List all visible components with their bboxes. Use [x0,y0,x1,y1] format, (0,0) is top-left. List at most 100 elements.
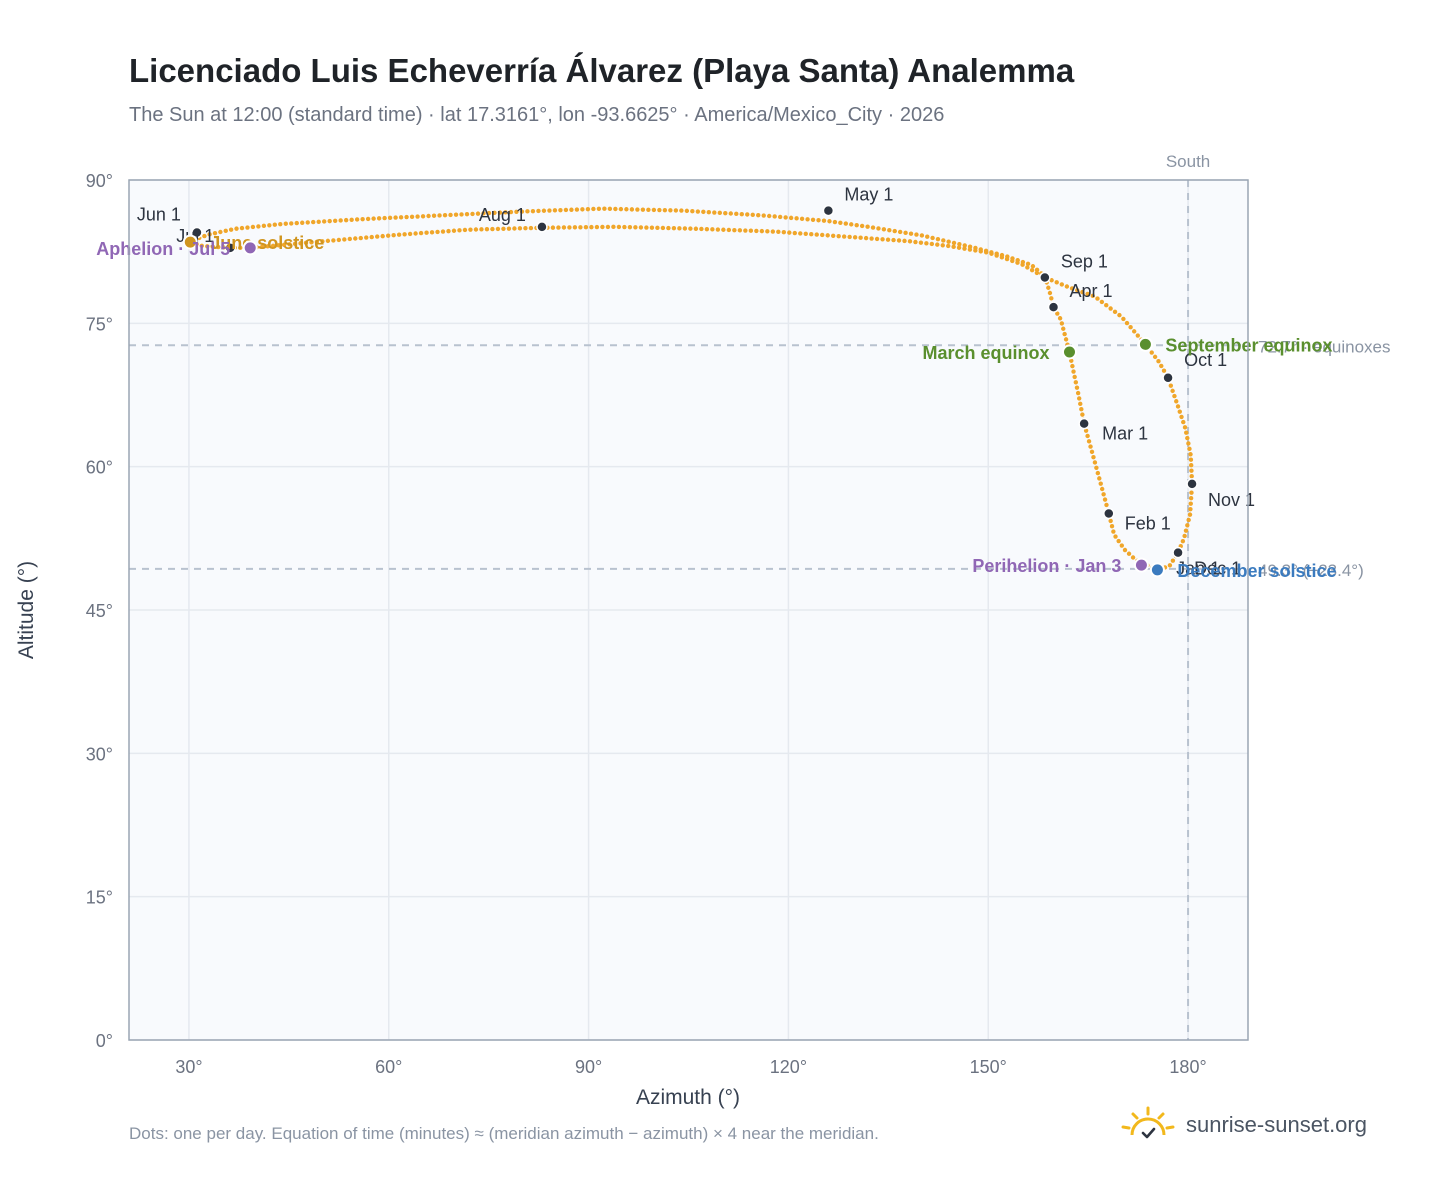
analemma-dot [316,219,321,224]
analemma-dot [1189,490,1194,495]
analemma-dot [770,229,776,234]
analemma-dot [838,220,843,226]
analemma-dot [1069,286,1075,291]
analemma-dot [426,213,431,219]
analemma-dot [1188,495,1194,501]
analemma-dot [1075,390,1081,396]
analemma-dot [420,214,426,219]
analemma-dot [657,207,662,213]
analemma-dot [259,244,265,249]
analemma-dot [732,227,737,233]
analemma-dot [530,208,536,214]
analemma-dot [946,243,951,249]
analemma-dot [1070,363,1075,369]
analemma-dot [508,209,514,215]
analemma-dot [1098,481,1103,486]
event-label: Aphelion · Jul 5 [96,239,230,259]
analemma-dot [832,219,838,225]
analemma-dot [481,211,486,216]
analemma-dot [216,244,221,250]
y-tick-label: 45° [86,601,113,621]
analemma-dot [704,226,710,232]
analemma-dot [903,230,908,236]
reference-line-label: 49.3° (−23.4°) [1258,561,1364,580]
event-marker [1133,557,1149,573]
analemma-dot [1092,460,1098,465]
y-tick-label: 75° [86,314,113,334]
analemma-dot [589,224,594,230]
analemma-dot [1080,412,1085,417]
month-label: Mar 1 [1102,424,1148,444]
analemma-dot [940,243,945,248]
analemma-dot [289,221,294,226]
analemma-dot [781,230,787,235]
analemma-dot [892,228,897,234]
analemma-dot [684,208,690,214]
analemma-dot [870,225,876,230]
analemma-dot [852,235,858,240]
analemma-dot [706,209,712,215]
analemma-dot [1020,262,1025,267]
analemma-dot [1104,302,1109,308]
month-label: Jan 1 [1176,559,1220,579]
analemma-dot [858,235,863,240]
analemma-dot [281,242,287,248]
analemma-dot [1074,385,1080,390]
analemma-dot [1184,430,1189,435]
analemma-dot [468,227,473,232]
x-tick-label: 180° [1169,1057,1206,1077]
analemma-dot [1172,393,1177,399]
analemma-dot [569,207,574,212]
analemma-dot [300,220,305,225]
analemma-dot [799,216,805,222]
month-marker [1103,507,1115,520]
brand-logo[interactable]: sunrise-sunset.org [1120,1100,1367,1150]
analemma-dot [265,244,270,249]
analemma-dot [484,227,490,232]
analemma-dot [776,229,781,235]
month-label: Sep 1 [1061,251,1108,271]
y-tick-label: 30° [86,744,113,764]
analemma-dot [1187,512,1193,517]
analemma-dot [925,234,930,239]
analemma-dot [1063,337,1069,342]
analemma-dot [821,218,827,223]
analemma-dot [787,230,792,235]
analemma-dot [459,212,464,217]
analemma-dot [1076,396,1082,401]
analemma-dot [761,213,766,218]
analemma-dot [1085,433,1090,439]
analemma-dot [1071,369,1076,374]
analemma-dot [1059,321,1065,326]
analemma-dot [999,255,1005,260]
analemma-dot [662,207,668,213]
analemma-dot [881,227,887,232]
analemma-dot [756,212,761,218]
analemma-dot [1097,476,1102,481]
analemma-dot [891,237,896,243]
analemma-dot [525,209,530,214]
analemma-dot [1161,368,1167,373]
plot-border [128,179,1249,1041]
analemma-dot [431,213,437,218]
analemma-dot [914,232,919,237]
analemma-dot [682,226,688,231]
y-tick-label: 15° [86,888,113,908]
analemma-dot [1181,419,1186,425]
analemma-dot [1175,404,1181,409]
analemma-dot [820,232,825,238]
analemma-dot [1057,316,1063,321]
analemma-dot [783,215,788,220]
analemma-dot [272,222,278,227]
x-tick-label: 150° [970,1057,1007,1077]
analemma-dot [1131,329,1137,334]
analemma-dot [558,207,563,213]
analemma-dot [930,235,935,241]
analemma-dot [223,228,228,234]
analemma-dot [320,239,325,244]
analemma-dot [585,206,591,212]
analemma-dot [322,219,327,224]
analemma-dot [1135,333,1140,338]
analemma-dot [536,208,541,214]
analemma-dot [1182,533,1187,539]
